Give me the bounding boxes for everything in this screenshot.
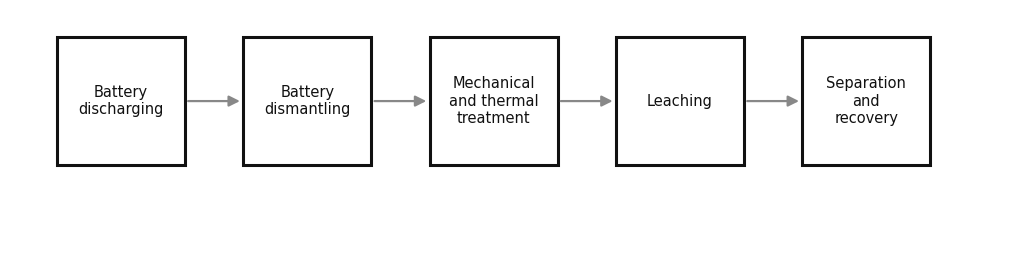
Text: Battery
dismantling: Battery dismantling (264, 85, 350, 117)
Text: Leaching: Leaching (647, 94, 713, 109)
Text: Battery
discharging: Battery discharging (78, 85, 164, 117)
Bar (56, 37, 184, 165)
Bar (616, 37, 743, 165)
Text: Separation
and
recovery: Separation and recovery (826, 76, 906, 126)
Bar (244, 37, 371, 165)
Bar (430, 37, 557, 165)
Bar (803, 37, 930, 165)
Text: Mechanical
and thermal
treatment: Mechanical and thermal treatment (449, 76, 539, 126)
